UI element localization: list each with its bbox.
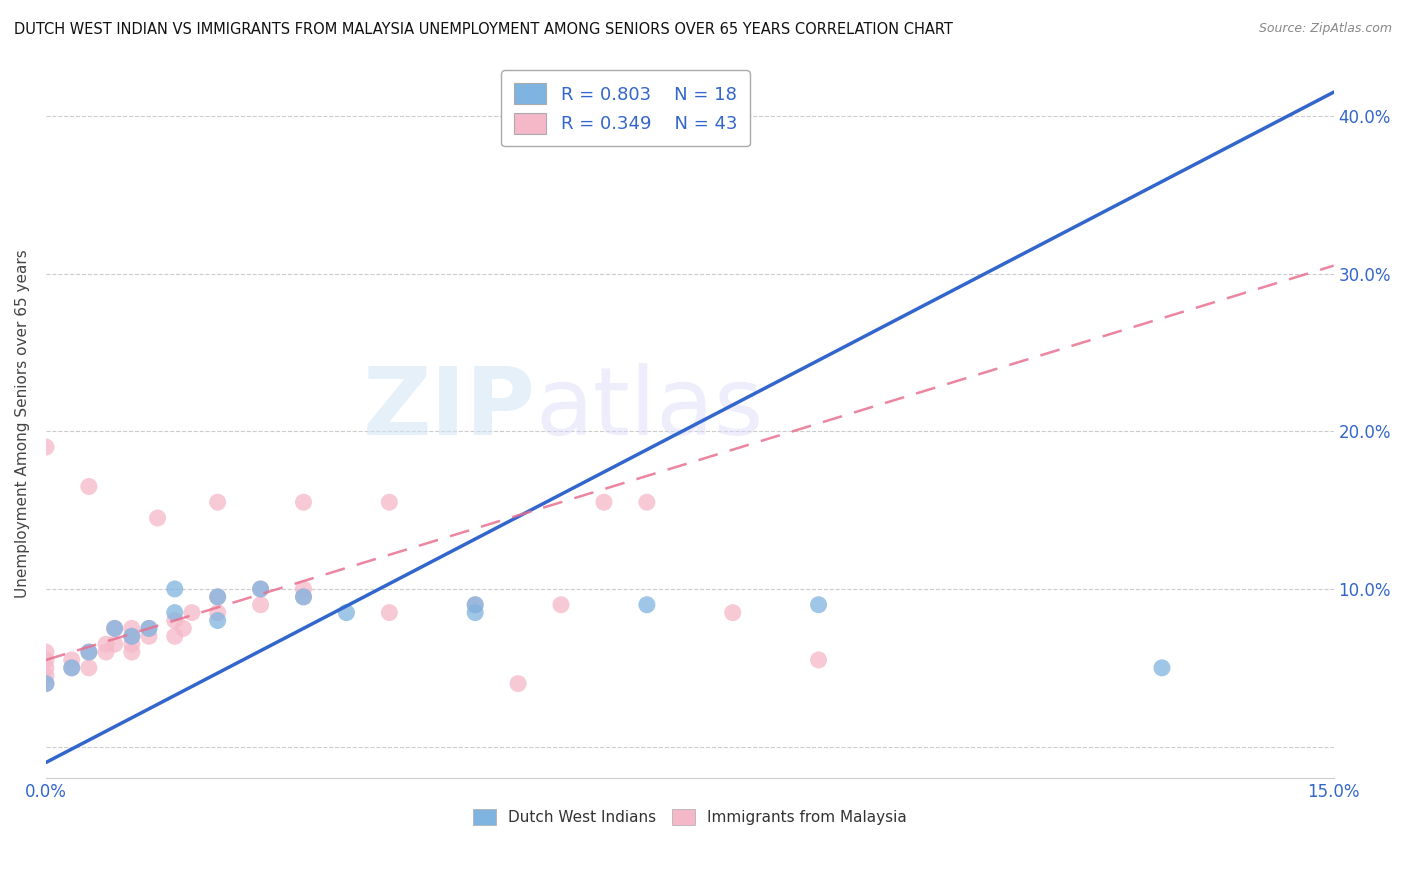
Point bbox=[121, 629, 143, 643]
Point bbox=[121, 645, 143, 659]
Point bbox=[335, 606, 357, 620]
Point bbox=[77, 645, 100, 659]
Point bbox=[207, 590, 229, 604]
Text: Source: ZipAtlas.com: Source: ZipAtlas.com bbox=[1258, 22, 1392, 36]
Point bbox=[636, 598, 658, 612]
Point bbox=[292, 590, 315, 604]
Point bbox=[172, 621, 194, 635]
Point bbox=[550, 598, 572, 612]
Point bbox=[163, 582, 186, 596]
Point bbox=[593, 495, 616, 509]
Point bbox=[292, 495, 315, 509]
Point bbox=[60, 661, 83, 675]
Point bbox=[104, 621, 127, 635]
Point bbox=[60, 653, 83, 667]
Point bbox=[292, 590, 315, 604]
Point bbox=[35, 676, 58, 690]
Point bbox=[35, 669, 58, 683]
Point bbox=[121, 621, 143, 635]
Point bbox=[464, 606, 486, 620]
Point bbox=[378, 495, 401, 509]
Point bbox=[207, 606, 229, 620]
Point bbox=[807, 598, 830, 612]
Point bbox=[77, 645, 100, 659]
Point bbox=[146, 511, 169, 525]
Point bbox=[464, 598, 486, 612]
Point bbox=[138, 629, 160, 643]
Point bbox=[138, 621, 160, 635]
Point bbox=[207, 495, 229, 509]
Point bbox=[163, 606, 186, 620]
Point bbox=[721, 606, 744, 620]
Point bbox=[163, 629, 186, 643]
Point bbox=[636, 495, 658, 509]
Point bbox=[104, 637, 127, 651]
Point bbox=[121, 637, 143, 651]
Point bbox=[464, 598, 486, 612]
Point bbox=[249, 582, 271, 596]
Point bbox=[292, 582, 315, 596]
Point bbox=[138, 621, 160, 635]
Y-axis label: Unemployment Among Seniors over 65 years: Unemployment Among Seniors over 65 years bbox=[15, 249, 30, 598]
Point bbox=[207, 590, 229, 604]
Point bbox=[94, 637, 117, 651]
Text: ZIP: ZIP bbox=[363, 363, 536, 455]
Point bbox=[35, 661, 58, 675]
Text: DUTCH WEST INDIAN VS IMMIGRANTS FROM MALAYSIA UNEMPLOYMENT AMONG SENIORS OVER 65: DUTCH WEST INDIAN VS IMMIGRANTS FROM MAL… bbox=[14, 22, 953, 37]
Point bbox=[77, 479, 100, 493]
Point bbox=[508, 676, 530, 690]
Point bbox=[807, 653, 830, 667]
Point bbox=[60, 661, 83, 675]
Point bbox=[207, 614, 229, 628]
Point bbox=[1150, 661, 1173, 675]
Point bbox=[249, 582, 271, 596]
Point bbox=[94, 645, 117, 659]
Point bbox=[249, 598, 271, 612]
Text: atlas: atlas bbox=[536, 363, 763, 455]
Point bbox=[35, 440, 58, 454]
Point bbox=[378, 606, 401, 620]
Point bbox=[35, 653, 58, 667]
Point bbox=[121, 629, 143, 643]
Point bbox=[35, 676, 58, 690]
Point bbox=[77, 661, 100, 675]
Point bbox=[163, 614, 186, 628]
Point bbox=[180, 606, 202, 620]
Point bbox=[104, 621, 127, 635]
Point bbox=[35, 645, 58, 659]
Legend: Dutch West Indians, Immigrants from Malaysia: Dutch West Indians, Immigrants from Mala… bbox=[464, 800, 915, 834]
